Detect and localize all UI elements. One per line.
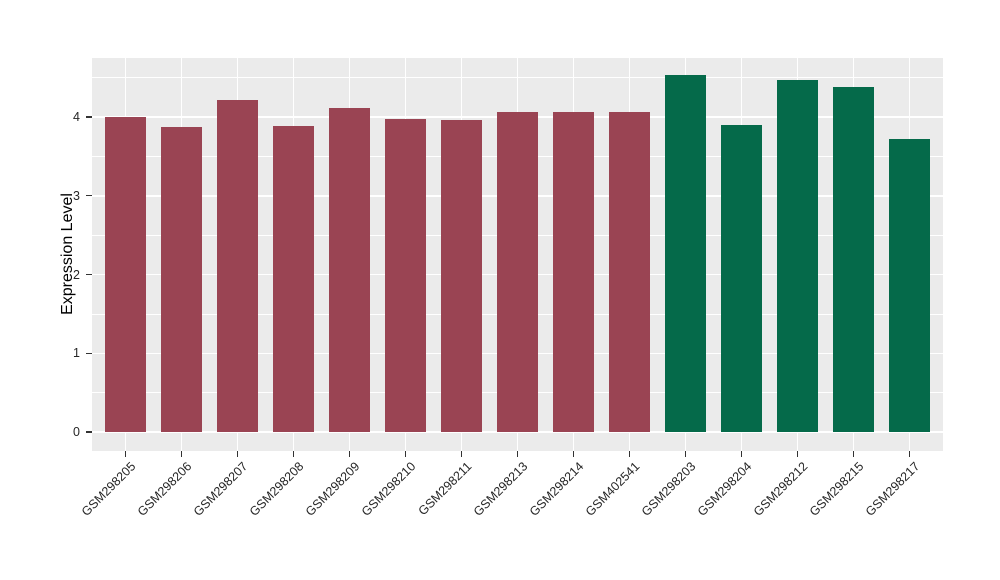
bar-GSM298203 <box>665 74 706 433</box>
x-tick-mark <box>292 451 295 457</box>
y-tick-mark <box>86 195 92 197</box>
x-tick-mark <box>908 451 910 457</box>
x-tick-mark <box>180 451 183 457</box>
x-tick-label: GSM298211 <box>415 459 475 519</box>
y-axis-title: Expression Level <box>59 193 76 315</box>
bar-GSM298212 <box>776 80 818 433</box>
x-tick-mark <box>460 451 463 457</box>
bar-GSM298205 <box>105 117 147 433</box>
x-tick-mark <box>740 451 743 457</box>
y-tick-label: 2 <box>73 267 80 282</box>
bar-GSM298204 <box>721 124 762 433</box>
x-tick-label: GSM298205 <box>79 459 139 519</box>
bar-GSM298214 <box>553 111 594 433</box>
x-tick-mark <box>684 451 687 457</box>
bar-GSM298211 <box>441 120 482 433</box>
x-tick-label: GSM298208 <box>247 459 307 519</box>
x-tick-label: GSM298207 <box>191 459 251 519</box>
x-tick-mark <box>236 451 239 457</box>
x-tick-label: GSM298210 <box>359 459 419 519</box>
x-tick-mark <box>628 451 631 457</box>
bar-GSM298217 <box>888 139 930 433</box>
plot-panel <box>92 58 943 451</box>
bar-GSM298206 <box>161 126 202 433</box>
x-tick-label: GSM298213 <box>471 459 531 519</box>
bar-GSM298213 <box>497 112 538 433</box>
y-tick-mark <box>86 273 92 276</box>
bar-GSM298207 <box>217 99 258 433</box>
x-tick-label: GSM402541 <box>583 459 643 519</box>
y-tick-mark <box>86 431 92 433</box>
y-tick-mark <box>86 116 92 118</box>
y-tick-mark <box>86 352 92 354</box>
x-tick-mark <box>572 451 575 457</box>
x-tick-label: GSM298215 <box>807 459 867 519</box>
x-tick-mark <box>516 451 519 457</box>
x-tick-label: GSM298209 <box>303 459 363 519</box>
y-tick-label: 4 <box>73 109 80 124</box>
x-tick-label: GSM298204 <box>695 459 755 519</box>
x-tick-mark <box>796 451 799 457</box>
x-tick-label: GSM298217 <box>863 459 923 519</box>
bar-GSM402541 <box>609 112 650 433</box>
x-tick-mark <box>124 451 127 457</box>
x-tick-mark <box>348 451 351 457</box>
y-tick-label: 0 <box>73 424 80 439</box>
bar-GSM298215 <box>832 87 874 433</box>
x-tick-label: GSM298212 <box>751 459 811 519</box>
x-tick-label: GSM298206 <box>135 459 195 519</box>
x-tick-label: GSM298203 <box>639 459 699 519</box>
bar-GSM298209 <box>329 107 370 433</box>
x-tick-mark <box>852 451 854 457</box>
x-tick-mark <box>404 451 407 457</box>
y-tick-label: 1 <box>73 346 80 361</box>
x-tick-label: GSM298214 <box>527 459 587 519</box>
y-tick-label: 3 <box>73 188 80 203</box>
bar-GSM298208 <box>273 125 314 433</box>
bar-GSM298210 <box>385 118 426 433</box>
